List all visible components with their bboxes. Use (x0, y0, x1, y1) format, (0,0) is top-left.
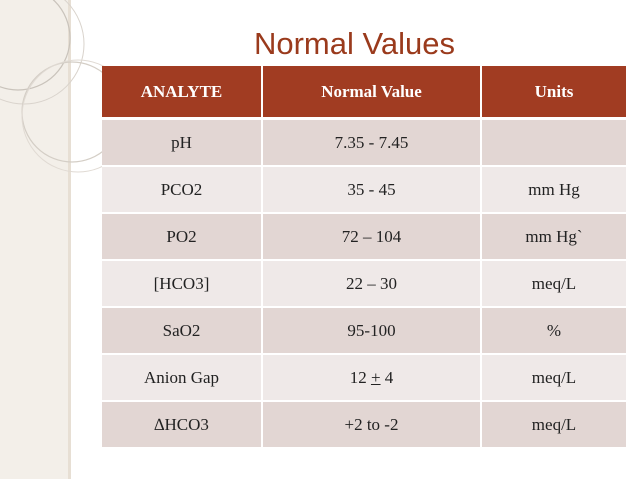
header-normal-value: Normal Value (262, 66, 482, 120)
slide-title: Normal Values (253, 26, 455, 61)
value-prefix: 12 (349, 367, 371, 387)
units-cell: meq/L (481, 260, 626, 308)
analyte-cell: pH (102, 118, 263, 167)
table-row: [HCO3] 22 – 30 meq/L (102, 260, 626, 308)
normal-value-cell: 7.35 - 7.45 (262, 118, 482, 167)
table-row: pH 7.35 - 7.45 (102, 118, 626, 167)
normal-value-cell: 35 - 45 (262, 166, 482, 214)
table-header-row: ANALYTE Normal Value Units (102, 66, 626, 120)
header-analyte: ANALYTE (102, 66, 263, 120)
units-cell: meq/L (481, 401, 626, 449)
normal-value-cell: 22 – 30 (262, 260, 482, 308)
analyte-cell: [HCO3] (102, 260, 263, 308)
normal-value-cell: 12 + 4 (262, 354, 482, 402)
analyte-cell: PCO2 (102, 166, 263, 214)
analyte-cell: PO2 (102, 213, 263, 261)
analyte-cell: Anion Gap (102, 354, 263, 402)
value-suffix: 4 (380, 367, 394, 387)
normal-value-cell: 95-100 (262, 307, 482, 355)
analyte-cell: ∆HCO3 (102, 401, 263, 449)
plus-minus-sign: + (370, 367, 381, 387)
units-cell (481, 118, 626, 167)
normal-value-cell: 72 – 104 (262, 213, 482, 261)
header-units: Units (481, 66, 626, 120)
table-row: PCO2 35 - 45 mm Hg (102, 166, 626, 214)
normal-value-cell: +2 to -2 (262, 401, 482, 449)
units-cell: mm Hg` (481, 213, 626, 261)
table-row: PO2 72 – 104 mm Hg` (102, 213, 626, 261)
normal-values-table: ANALYTE Normal Value Units pH 7.35 - 7.4… (102, 66, 626, 449)
units-cell: mm Hg (481, 166, 626, 214)
table-row: ∆HCO3 +2 to -2 meq/L (102, 401, 626, 449)
table-row: SaO2 95-100 % (102, 307, 626, 355)
left-band-edge (68, 0, 71, 479)
analyte-cell: SaO2 (102, 307, 263, 355)
units-cell: % (481, 307, 626, 355)
units-cell: meq/L (481, 354, 626, 402)
table-row: Anion Gap 12 + 4 meq/L (102, 354, 626, 402)
